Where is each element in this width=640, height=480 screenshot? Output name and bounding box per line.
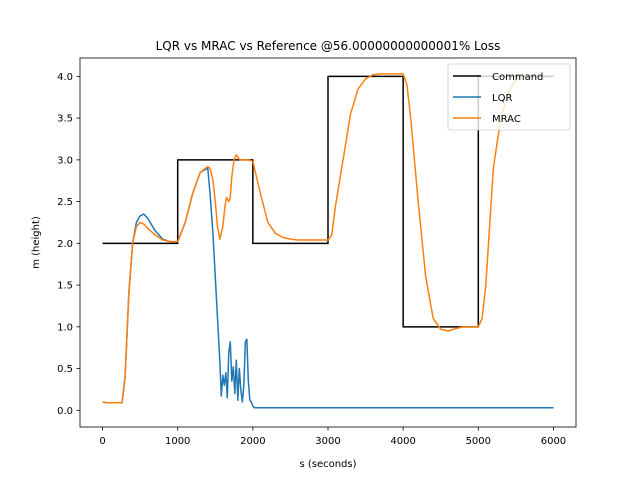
x-tick-label: 6000 [541, 436, 566, 447]
series-line-command [102, 75, 554, 328]
series-line-lqr [102, 167, 554, 409]
y-axis-label: m (height) [31, 216, 42, 269]
y-tick-label: 4.0 [57, 72, 73, 83]
legend-label-lqr: LQR [492, 93, 512, 104]
y-tick-label: 2.0 [57, 239, 73, 250]
x-tick-label: 2000 [240, 436, 265, 447]
x-tick-label: 4000 [390, 436, 415, 447]
series-line-mrac [102, 73, 524, 404]
y-tick-label: 0.0 [57, 406, 73, 417]
y-tick-label: 3.5 [57, 114, 73, 125]
y-tick-label: 3.0 [57, 155, 73, 166]
legend-box [447, 63, 571, 131]
x-axis: 0 1000 2000 3000 4000 5000 6000 [99, 427, 566, 447]
x-tick-label: 5000 [466, 436, 491, 447]
y-tick-label: 0.5 [57, 364, 73, 375]
x-tick-label: 0 [99, 436, 105, 447]
y-tick-label: 1.0 [57, 322, 73, 333]
x-axis-label: s (seconds) [299, 459, 356, 470]
legend-label-mrac: MRAC [492, 114, 521, 125]
legend: Command LQR MRAC [447, 63, 571, 131]
chart-title: LQR vs MRAC vs Reference @56.00000000000… [156, 39, 501, 53]
y-tick-label: 2.5 [57, 197, 73, 208]
y-axis: 0.0 0.5 1.0 1.5 2.0 2.5 3.0 3.5 4.0 [57, 72, 80, 417]
series-layer [102, 73, 554, 409]
legend-label-command: Command [492, 72, 543, 83]
y-tick-label: 1.5 [57, 281, 73, 292]
x-tick-label: 3000 [315, 436, 340, 447]
x-tick-label: 1000 [165, 436, 190, 447]
